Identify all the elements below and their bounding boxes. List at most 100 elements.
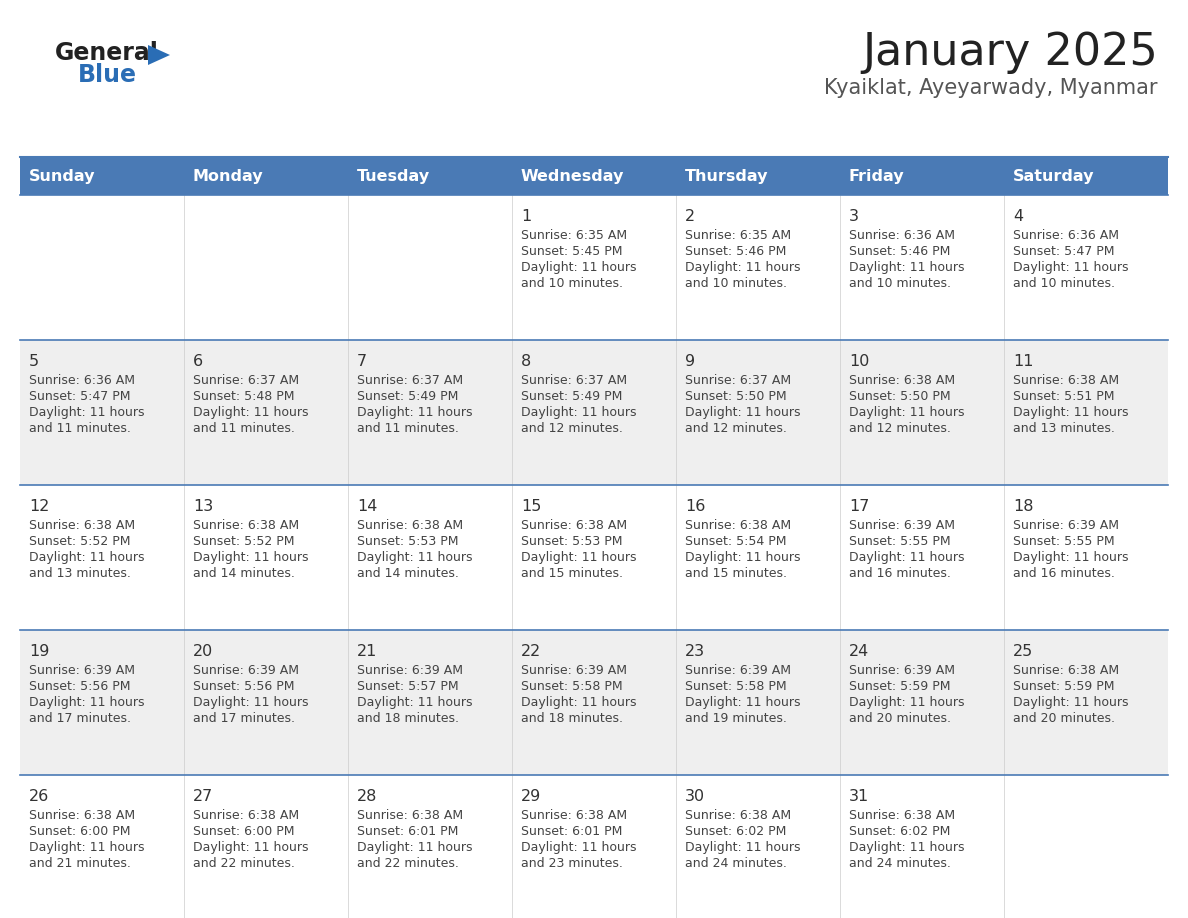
Text: Daylight: 11 hours: Daylight: 11 hours	[685, 841, 801, 854]
Text: Daylight: 11 hours: Daylight: 11 hours	[1013, 406, 1129, 419]
Text: Sunset: 5:58 PM: Sunset: 5:58 PM	[522, 680, 623, 693]
Text: Sunset: 6:00 PM: Sunset: 6:00 PM	[192, 825, 295, 838]
Bar	[184, 157, 348, 195]
Text: Sunrise: 6:39 AM: Sunrise: 6:39 AM	[29, 664, 135, 677]
Text: Sunset: 5:59 PM: Sunset: 5:59 PM	[1013, 680, 1114, 693]
Text: Sunrise: 6:36 AM: Sunrise: 6:36 AM	[1013, 229, 1119, 242]
Text: Sunset: 5:52 PM: Sunset: 5:52 PM	[192, 535, 295, 548]
Bar	[676, 157, 840, 195]
Text: Sunrise: 6:38 AM: Sunrise: 6:38 AM	[1013, 374, 1119, 387]
Text: Sunrise: 6:39 AM: Sunrise: 6:39 AM	[522, 664, 627, 677]
Text: Sunset: 5:53 PM: Sunset: 5:53 PM	[358, 535, 459, 548]
Text: 17: 17	[849, 499, 870, 514]
Text: Sunrise: 6:38 AM: Sunrise: 6:38 AM	[1013, 664, 1119, 677]
Text: Saturday: Saturday	[1013, 169, 1094, 184]
Text: and 21 minutes.: and 21 minutes.	[29, 857, 131, 870]
Text: Sunrise: 6:39 AM: Sunrise: 6:39 AM	[358, 664, 463, 677]
Text: Sunrise: 6:38 AM: Sunrise: 6:38 AM	[29, 519, 135, 532]
Text: 14: 14	[358, 499, 378, 514]
Text: and 20 minutes.: and 20 minutes.	[1013, 712, 1116, 725]
Text: Sunset: 5:54 PM: Sunset: 5:54 PM	[685, 535, 786, 548]
Text: and 22 minutes.: and 22 minutes.	[192, 857, 295, 870]
Text: and 18 minutes.: and 18 minutes.	[522, 712, 623, 725]
Text: Daylight: 11 hours: Daylight: 11 hours	[192, 406, 309, 419]
Text: 8: 8	[522, 354, 531, 369]
Text: and 12 minutes.: and 12 minutes.	[849, 422, 950, 435]
Text: Sunrise: 6:39 AM: Sunrise: 6:39 AM	[849, 519, 955, 532]
Text: 6: 6	[192, 354, 203, 369]
Text: Daylight: 11 hours: Daylight: 11 hours	[29, 406, 145, 419]
Text: Daylight: 11 hours: Daylight: 11 hours	[358, 406, 473, 419]
Text: Daylight: 11 hours: Daylight: 11 hours	[192, 841, 309, 854]
Bar	[840, 157, 1004, 195]
Bar	[20, 195, 1168, 340]
Polygon shape	[148, 45, 170, 65]
Text: Sunrise: 6:38 AM: Sunrise: 6:38 AM	[522, 809, 627, 822]
Text: Sunrise: 6:37 AM: Sunrise: 6:37 AM	[358, 374, 463, 387]
Text: Sunset: 5:55 PM: Sunset: 5:55 PM	[1013, 535, 1114, 548]
Text: Sunrise: 6:38 AM: Sunrise: 6:38 AM	[685, 809, 791, 822]
Text: Sunset: 5:57 PM: Sunset: 5:57 PM	[358, 680, 459, 693]
Text: and 10 minutes.: and 10 minutes.	[1013, 277, 1116, 290]
Text: Daylight: 11 hours: Daylight: 11 hours	[522, 261, 637, 274]
Text: 28: 28	[358, 789, 378, 804]
Text: Friday: Friday	[849, 169, 904, 184]
Text: and 14 minutes.: and 14 minutes.	[358, 567, 459, 580]
Text: Daylight: 11 hours: Daylight: 11 hours	[1013, 261, 1129, 274]
Text: Daylight: 11 hours: Daylight: 11 hours	[685, 551, 801, 564]
Text: and 15 minutes.: and 15 minutes.	[522, 567, 623, 580]
Text: Sunset: 5:47 PM: Sunset: 5:47 PM	[1013, 245, 1114, 258]
Text: and 11 minutes.: and 11 minutes.	[358, 422, 459, 435]
Text: Sunset: 5:53 PM: Sunset: 5:53 PM	[522, 535, 623, 548]
Text: Sunset: 5:49 PM: Sunset: 5:49 PM	[522, 390, 623, 403]
Text: 7: 7	[358, 354, 367, 369]
Text: and 19 minutes.: and 19 minutes.	[685, 712, 786, 725]
Text: and 11 minutes.: and 11 minutes.	[192, 422, 295, 435]
Text: Sunset: 5:52 PM: Sunset: 5:52 PM	[29, 535, 131, 548]
Text: Sunrise: 6:38 AM: Sunrise: 6:38 AM	[29, 809, 135, 822]
Text: Daylight: 11 hours: Daylight: 11 hours	[685, 406, 801, 419]
Text: Sunset: 6:00 PM: Sunset: 6:00 PM	[29, 825, 131, 838]
Bar	[20, 485, 1168, 630]
Text: Sunset: 5:46 PM: Sunset: 5:46 PM	[685, 245, 786, 258]
Text: Sunset: 5:50 PM: Sunset: 5:50 PM	[685, 390, 786, 403]
Text: 3: 3	[849, 209, 859, 224]
Text: and 22 minutes.: and 22 minutes.	[358, 857, 459, 870]
Text: Daylight: 11 hours: Daylight: 11 hours	[29, 551, 145, 564]
Text: 4: 4	[1013, 209, 1023, 224]
Text: 2: 2	[685, 209, 695, 224]
Text: Sunset: 6:02 PM: Sunset: 6:02 PM	[685, 825, 786, 838]
Text: Sunrise: 6:37 AM: Sunrise: 6:37 AM	[522, 374, 627, 387]
Text: and 23 minutes.: and 23 minutes.	[522, 857, 623, 870]
Text: Daylight: 11 hours: Daylight: 11 hours	[358, 841, 473, 854]
Text: 13: 13	[192, 499, 214, 514]
Text: 20: 20	[192, 644, 214, 659]
Text: Sunset: 6:02 PM: Sunset: 6:02 PM	[849, 825, 950, 838]
Text: 5: 5	[29, 354, 39, 369]
Text: and 16 minutes.: and 16 minutes.	[849, 567, 950, 580]
Text: Sunrise: 6:38 AM: Sunrise: 6:38 AM	[522, 519, 627, 532]
Bar	[1004, 157, 1168, 195]
Text: 31: 31	[849, 789, 870, 804]
Text: and 10 minutes.: and 10 minutes.	[685, 277, 786, 290]
Text: Daylight: 11 hours: Daylight: 11 hours	[522, 551, 637, 564]
Text: and 24 minutes.: and 24 minutes.	[685, 857, 786, 870]
Bar	[20, 340, 1168, 485]
Text: Sunset: 5:58 PM: Sunset: 5:58 PM	[685, 680, 786, 693]
Text: January 2025: January 2025	[862, 31, 1158, 74]
Text: Daylight: 11 hours: Daylight: 11 hours	[522, 406, 637, 419]
Text: 18: 18	[1013, 499, 1034, 514]
Text: Daylight: 11 hours: Daylight: 11 hours	[849, 841, 965, 854]
Text: and 13 minutes.: and 13 minutes.	[29, 567, 131, 580]
Text: Sunrise: 6:37 AM: Sunrise: 6:37 AM	[685, 374, 791, 387]
Text: 25: 25	[1013, 644, 1034, 659]
Text: 23: 23	[685, 644, 706, 659]
Text: and 16 minutes.: and 16 minutes.	[1013, 567, 1114, 580]
Text: Sunrise: 6:39 AM: Sunrise: 6:39 AM	[1013, 519, 1119, 532]
Text: 19: 19	[29, 644, 50, 659]
Text: Sunrise: 6:39 AM: Sunrise: 6:39 AM	[192, 664, 299, 677]
Text: Sunrise: 6:39 AM: Sunrise: 6:39 AM	[849, 664, 955, 677]
Text: Sunrise: 6:35 AM: Sunrise: 6:35 AM	[685, 229, 791, 242]
Text: Sunrise: 6:38 AM: Sunrise: 6:38 AM	[358, 519, 463, 532]
Text: and 12 minutes.: and 12 minutes.	[522, 422, 623, 435]
